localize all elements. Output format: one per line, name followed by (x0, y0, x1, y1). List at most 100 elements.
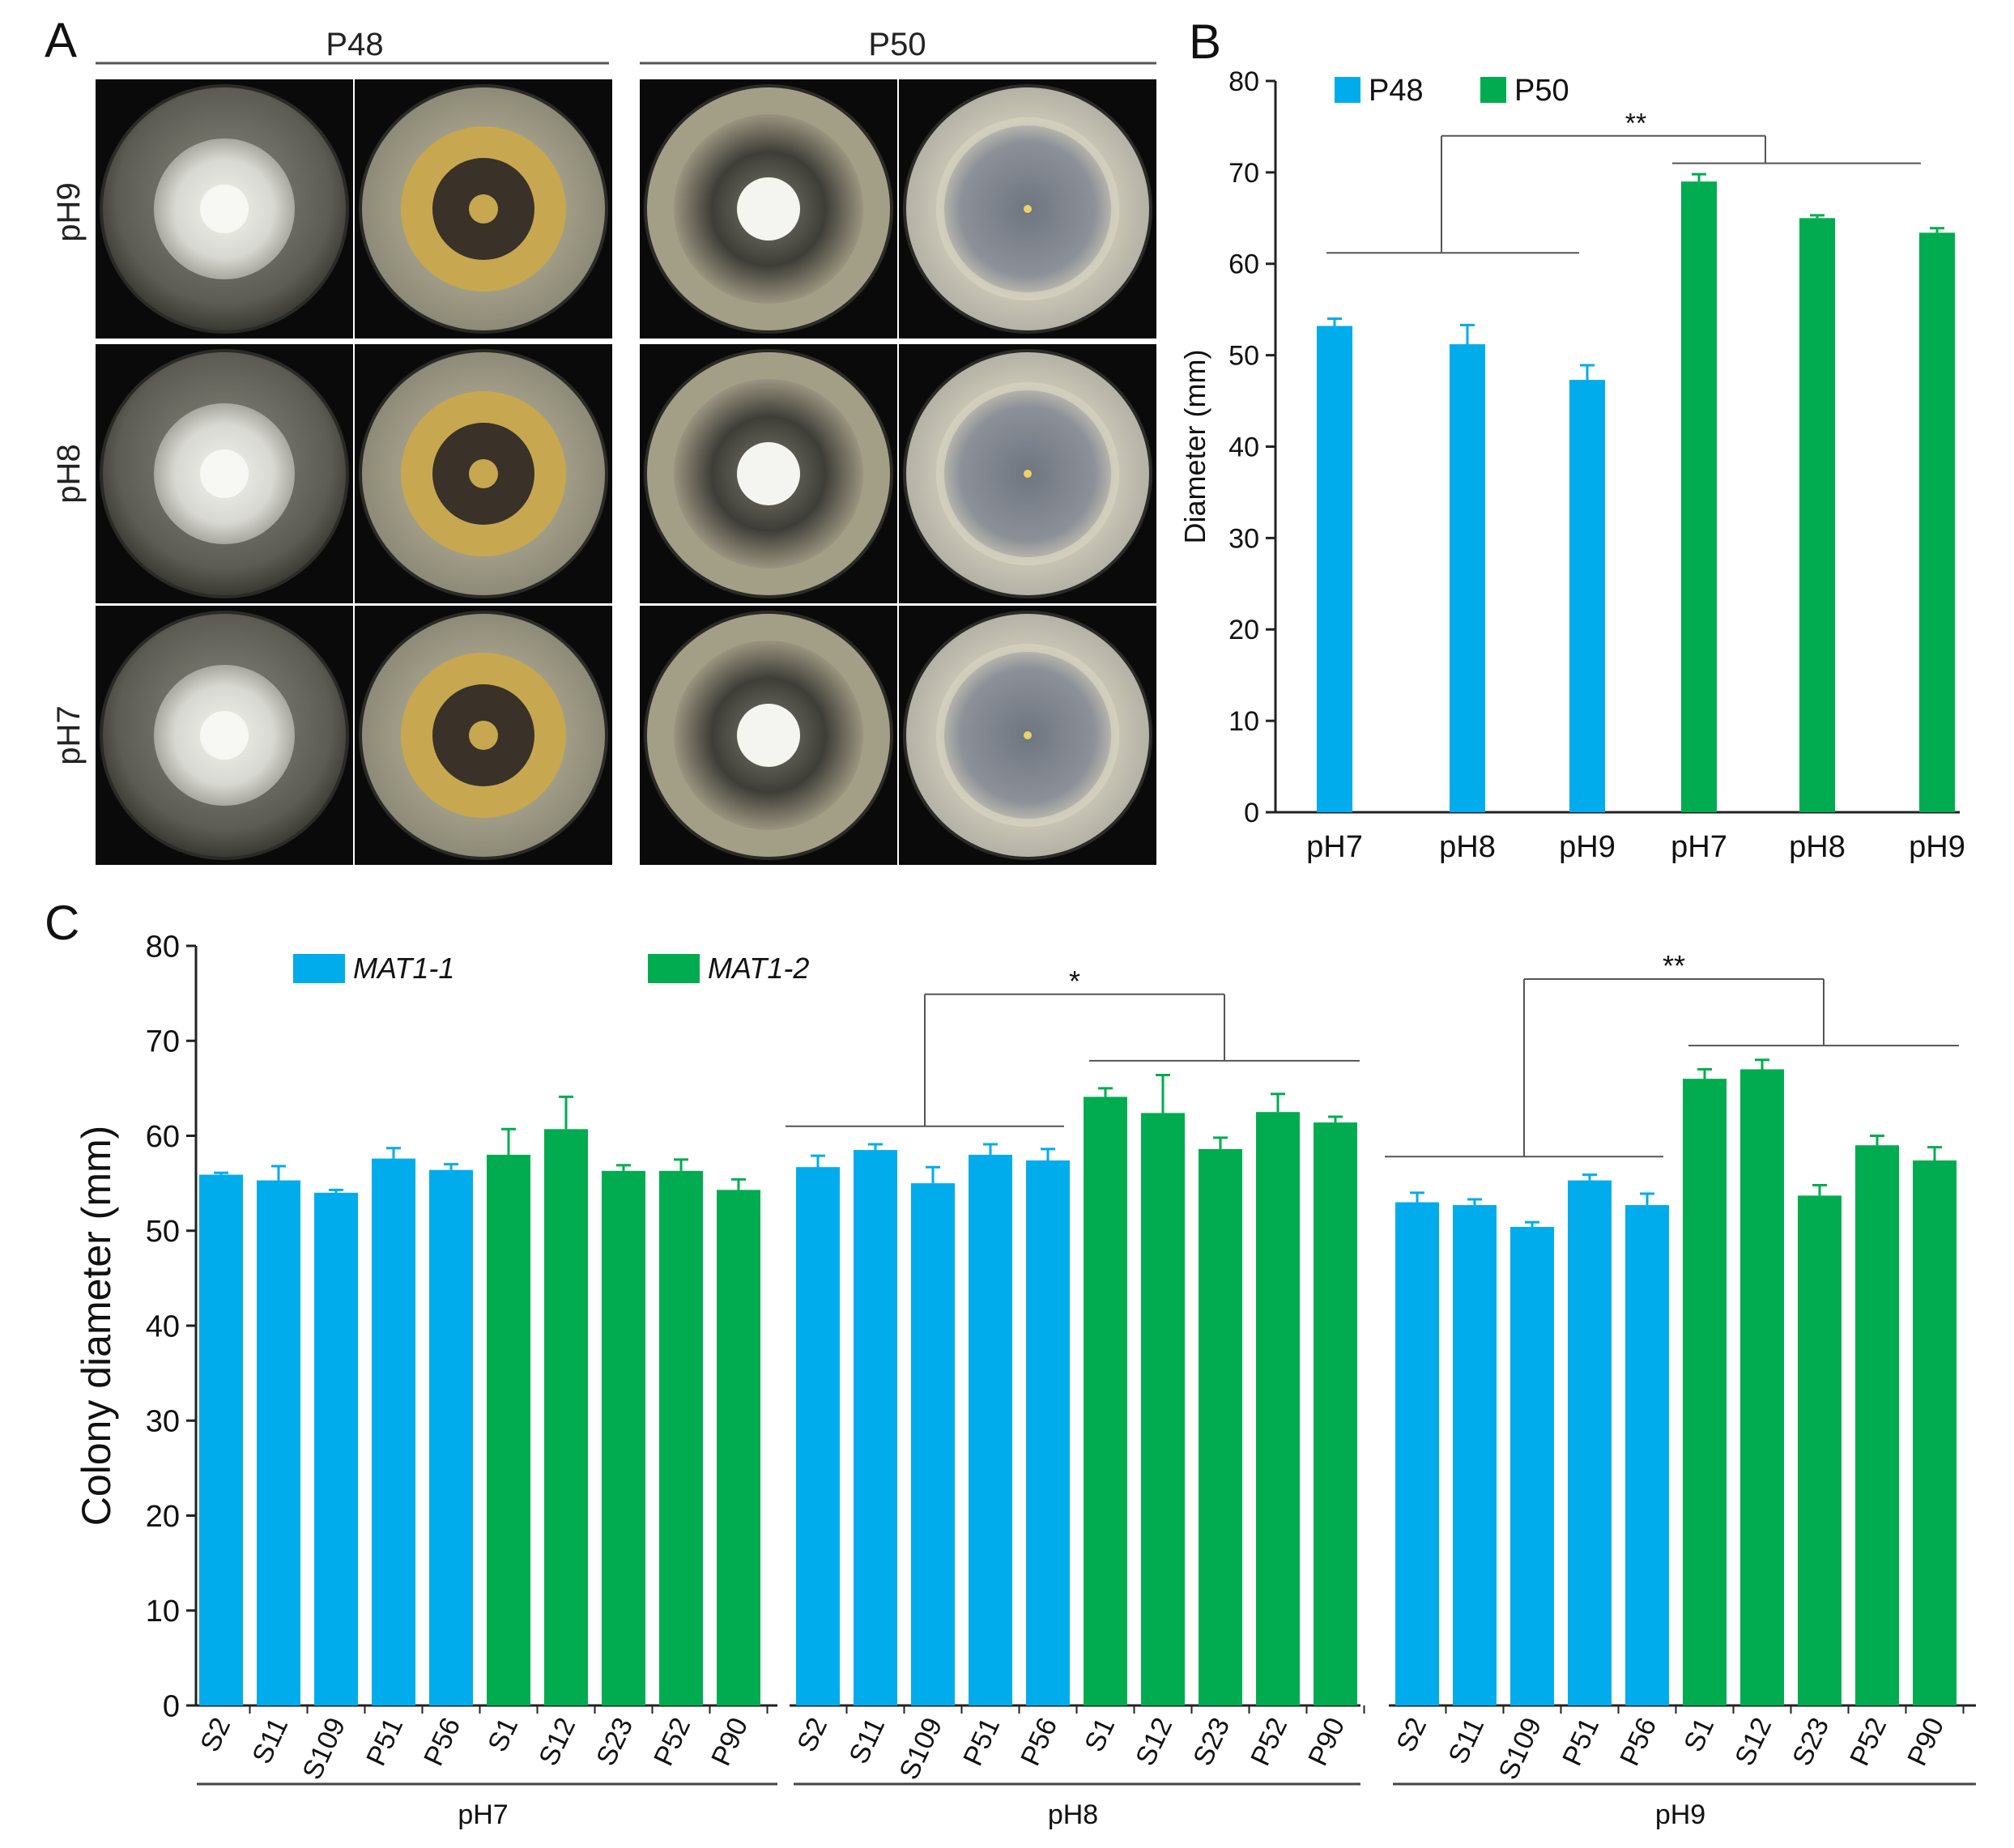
panel-b-legend-swatch (1480, 77, 1506, 103)
panel-b-significance-bracket (1326, 134, 1921, 254)
panel-c-x-tick-label: S12 (533, 1713, 581, 1770)
panel-c-ph9-s12-bar (1740, 1069, 1784, 1705)
panel-c-x-tick-label: S12 (1729, 1713, 1778, 1770)
panel-c-y-tick-label: 20 (146, 1500, 180, 1534)
panel-c-x-tick-label: S2 (194, 1713, 236, 1756)
panel-b-y-tick-label: 80 (1228, 66, 1259, 97)
panel-c-x-tick-label: S1 (482, 1713, 524, 1756)
panel-c-x-tick-label: S109 (296, 1713, 351, 1784)
panel-c-x-tick-label: S11 (843, 1713, 891, 1769)
panel-c-ph8-s23-bar (1199, 1148, 1242, 1705)
panel-c-ph9-s2-bar (1395, 1202, 1439, 1705)
petri-plate (899, 344, 1156, 603)
panel-c-ph7-s23-bar (602, 1170, 645, 1705)
petri-plate (96, 606, 353, 865)
panel-c-letter: C (45, 896, 79, 950)
panel-c-ph7-s12-bar (544, 1129, 588, 1705)
panel-b-ph7-bar (1317, 326, 1352, 812)
colony-center (200, 185, 249, 233)
panel-c-x-tick-label: P56 (418, 1713, 466, 1770)
colony-core (469, 459, 498, 488)
panel-c-y-tick-label: 40 (146, 1309, 180, 1343)
panel-a: A P48 P50 pH9 pH8 pH7 (45, 13, 1156, 865)
panel-b-y-label: Diameter (mm) (1178, 350, 1211, 544)
white-center (737, 177, 800, 241)
panel-b-ph9-bar (1919, 232, 1955, 812)
panel-c-x-tick-label: P52 (648, 1713, 696, 1770)
row-label-ph9: pH9 (51, 182, 87, 241)
panel-c-x-tick-label: S23 (590, 1713, 639, 1770)
panel-c-y-label: Colony diameter (mm) (74, 1126, 119, 1527)
panel-c-ph8-s109-bar (911, 1183, 955, 1705)
panel-c-x-tick-label: P51 (1556, 1713, 1605, 1770)
panel-c-ph8-s2-bar (796, 1167, 840, 1705)
petri-plate (640, 344, 897, 603)
petri-plate (640, 606, 897, 865)
petri-plate (640, 79, 897, 339)
growth-ring (936, 117, 1119, 300)
panel-c-x-tick-label: P52 (1245, 1713, 1293, 1770)
panel-b-legend-label: P48 (1369, 74, 1424, 108)
panel-c-ph7-s1-bar (487, 1154, 530, 1705)
panel-b-y-tick-label: 40 (1228, 432, 1259, 462)
panel-b-y-tick-label: 60 (1228, 249, 1259, 280)
white-center (737, 704, 800, 767)
panel-c-significance-label: * (1069, 964, 1080, 998)
petri-plate (899, 79, 1156, 339)
row-label-ph7: pH7 (51, 705, 87, 764)
colony-core (469, 721, 498, 750)
panel-c-ph8-p51-bar (969, 1154, 1012, 1705)
panel-c-x-tick-label: S11 (1442, 1713, 1490, 1769)
panel-c-group-ph8: S2 S11 S109 P51 P56 S1 S12 S23 P52 P90 pH8 * (786, 964, 1365, 1830)
panel-b-y-tick-label: 70 (1228, 158, 1259, 189)
white-center (737, 442, 800, 505)
panel-c-y-tick-label: 30 (146, 1405, 180, 1439)
panel-c-ph7-p51-bar (372, 1158, 415, 1705)
panel-c-x-tick-label: S109 (893, 1713, 948, 1784)
panel-c-ph9-s109-bar (1510, 1227, 1554, 1705)
panel-a-letter: A (45, 13, 77, 67)
panel-b-x-tick-label: pH7 (1671, 830, 1727, 864)
inoculum-point (1024, 470, 1032, 478)
panel-c-ph8-p90-bar (1314, 1122, 1357, 1705)
panel-c-ph8-p56-bar (1026, 1160, 1070, 1705)
panel-c-x-tick-label: S2 (1390, 1713, 1433, 1756)
panel-c-ph7-p52-bar (659, 1170, 703, 1705)
colony-core (469, 194, 498, 224)
panel-c-y-tick-label: 50 (146, 1215, 180, 1249)
panel-c-ph9-p56-bar (1625, 1205, 1669, 1705)
panel-b-x-tick-label: pH9 (1909, 830, 1965, 864)
panel-c-ph8-p52-bar (1256, 1112, 1300, 1705)
panel-b-ph7-bar (1681, 181, 1717, 813)
panel-c-x-tick-label: P51 (957, 1713, 1006, 1770)
panel-c-x-tick-label: S12 (1130, 1713, 1178, 1770)
panel-c-y-tick-label: 10 (146, 1595, 180, 1629)
panel-c-ph8-s11-bar (854, 1150, 897, 1705)
panel-b-ph8-bar (1450, 344, 1485, 813)
panel-c-ph7-s2-bar (199, 1174, 243, 1705)
panel-b-chart: B 0 10 20 30 40 50 60 70 80 Diameter (mm) pH7 pH8 pH… (1178, 15, 1965, 864)
panel-c-ph9-p51-bar (1568, 1180, 1612, 1705)
panel-b-x-tick-label: pH8 (1789, 830, 1846, 864)
panel-c-significance-bracket (1385, 978, 1959, 1158)
panel-b-x-tick-label: pH7 (1306, 830, 1363, 864)
panel-b-y-tick-label: 0 (1244, 798, 1259, 828)
inoculum-point (1024, 205, 1032, 213)
panel-b-ph8-bar (1799, 218, 1835, 812)
panel-b-x-tick-label: pH8 (1439, 830, 1496, 864)
growth-ring (936, 644, 1119, 827)
petri-plate (355, 606, 612, 865)
petri-plate (96, 79, 353, 339)
petri-plate (96, 344, 353, 603)
panel-b-y-tick-label: 10 (1228, 706, 1259, 737)
panel-b-y-tick-label: 30 (1228, 523, 1259, 554)
panel-c-group-ph9: S2 S11 S109 P51 P56 S1 S12 S23 P52 P90 pH9 ** (1385, 949, 1976, 1830)
group-label-p48: P48 (326, 27, 383, 62)
panel-c-chart: C 0 10 20 30 40 50 60 70 80 Colony diameter (mm) M… (45, 896, 1976, 1830)
panel-c-legend-swatch (293, 954, 345, 983)
panel-c-x-tick-label: S1 (1079, 1713, 1121, 1756)
panel-b-y-tick-label: 50 (1228, 341, 1259, 372)
inoculum-point (1024, 731, 1032, 739)
panel-c-x-tick-label: P52 (1844, 1713, 1893, 1770)
petri-plate (355, 79, 612, 339)
